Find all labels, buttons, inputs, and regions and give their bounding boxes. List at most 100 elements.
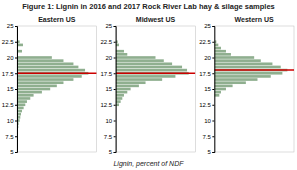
y-tick: 17.5 bbox=[100, 71, 115, 77]
y-tick: 25 bbox=[7, 23, 17, 29]
bar bbox=[214, 56, 254, 59]
y-tick-label: 15 bbox=[204, 86, 211, 92]
y-tick: 12.5 bbox=[100, 102, 115, 108]
bar bbox=[214, 53, 231, 56]
y-tick-mark bbox=[212, 42, 214, 43]
bar bbox=[214, 88, 226, 91]
y-tick-label: 20 bbox=[204, 55, 211, 61]
reference-line bbox=[17, 73, 97, 75]
y-tick: 17.5 bbox=[2, 71, 17, 77]
y-tick-mark bbox=[15, 152, 17, 153]
y-axis: 57.51012.51517.52022.525 bbox=[100, 23, 116, 155]
y-axis: 5 7.5 10 12.5 15 17.5 20 22.5 25 bbox=[2, 23, 18, 155]
panel: Eastern US 5 7.5 10 12.5 15 17.5 20 22.5 25 bbox=[2, 16, 97, 155]
bar bbox=[116, 75, 176, 78]
reference-line bbox=[116, 73, 196, 75]
y-tick-label: 22.5 bbox=[199, 39, 211, 45]
y-tick-mark bbox=[114, 58, 116, 59]
y-tick-mark bbox=[15, 42, 17, 43]
y-tick: 7.5 bbox=[5, 134, 17, 140]
panel-title: Eastern US bbox=[38, 16, 76, 23]
y-tick-mark bbox=[114, 42, 116, 43]
y-tick-mark bbox=[15, 105, 17, 106]
y-tick-label: 25 bbox=[7, 23, 14, 29]
y-tick-label: 10 bbox=[204, 118, 211, 124]
panel-title: Western US bbox=[235, 16, 274, 23]
y-tick-mark bbox=[114, 73, 116, 74]
y-tick-label: 7.5 bbox=[5, 134, 14, 140]
y-tick-mark bbox=[114, 105, 116, 106]
y-tick-mark bbox=[114, 26, 116, 27]
bar bbox=[17, 97, 30, 100]
bar bbox=[17, 78, 73, 81]
bar bbox=[116, 62, 172, 65]
bar bbox=[17, 66, 78, 69]
y-tick-mark bbox=[212, 26, 214, 27]
bar bbox=[17, 56, 52, 59]
bar bbox=[17, 94, 34, 97]
y-tick-mark bbox=[212, 105, 214, 106]
y-tick-mark bbox=[212, 121, 214, 122]
bar bbox=[116, 78, 162, 81]
y-tick-label: 20 bbox=[105, 55, 112, 61]
y-tick-mark bbox=[15, 136, 17, 137]
y-tick-mark bbox=[212, 152, 214, 153]
y-tick-label: 15 bbox=[105, 86, 112, 92]
bar bbox=[116, 53, 128, 56]
y-tick: 5 bbox=[207, 149, 214, 155]
bar bbox=[116, 85, 139, 88]
y-tick: 5 bbox=[10, 149, 17, 155]
y-tick-mark bbox=[212, 136, 214, 137]
bar bbox=[214, 85, 232, 88]
bar bbox=[214, 50, 226, 53]
y-tick: 17.5 bbox=[199, 71, 214, 77]
y-axis-line bbox=[114, 27, 117, 153]
y-tick-label: 15 bbox=[7, 86, 14, 92]
plot-area bbox=[17, 40, 97, 128]
y-tick: 22.5 bbox=[100, 39, 115, 45]
bar bbox=[116, 91, 128, 94]
y-tick-label: 25 bbox=[105, 23, 112, 29]
bar bbox=[116, 56, 156, 59]
y-tick-mark bbox=[212, 73, 214, 74]
bar bbox=[116, 66, 182, 69]
y-tick: 12.5 bbox=[199, 102, 214, 108]
bar bbox=[17, 88, 50, 91]
y-tick: 12.5 bbox=[2, 102, 17, 108]
bar bbox=[17, 69, 85, 72]
y-tick-label: 20 bbox=[7, 55, 14, 61]
bar bbox=[17, 100, 27, 103]
bar bbox=[116, 69, 187, 72]
y-tick-label: 10 bbox=[7, 118, 14, 124]
bar bbox=[116, 50, 124, 53]
bar bbox=[17, 62, 73, 65]
y-tick: 25 bbox=[105, 23, 115, 29]
y-tick: 15 bbox=[105, 86, 115, 92]
title: Figure 1: Lignin in 2016 and 2017 Rock R… bbox=[22, 2, 275, 11]
panel: Midwest US57.51012.51517.52022.525 bbox=[100, 16, 195, 155]
bar bbox=[214, 66, 280, 69]
bar bbox=[214, 62, 272, 65]
y-tick-mark bbox=[212, 58, 214, 59]
y-tick: 10 bbox=[204, 118, 214, 124]
y-tick-label: 5 bbox=[207, 149, 211, 155]
bar bbox=[214, 75, 270, 78]
y-tick-label: 17.5 bbox=[199, 71, 211, 77]
y-tick: 10 bbox=[7, 118, 17, 124]
y-tick-mark bbox=[114, 89, 116, 90]
y-tick-mark bbox=[114, 121, 116, 122]
bar bbox=[214, 72, 282, 75]
y-tick: 5 bbox=[109, 149, 116, 155]
y-tick: 20 bbox=[7, 55, 17, 61]
bar bbox=[116, 88, 131, 91]
y-tick: 22.5 bbox=[2, 39, 17, 45]
y-tick-mark bbox=[114, 136, 116, 137]
y-tick: 20 bbox=[204, 55, 214, 61]
bar bbox=[17, 75, 82, 78]
bar bbox=[116, 94, 124, 97]
y-tick-label: 10 bbox=[105, 118, 112, 124]
y-tick-label: 25 bbox=[204, 23, 211, 29]
x-axis-label: Lignin, percent of NDF bbox=[113, 160, 184, 168]
bar bbox=[214, 81, 246, 84]
y-tick-label: 22.5 bbox=[2, 39, 14, 45]
